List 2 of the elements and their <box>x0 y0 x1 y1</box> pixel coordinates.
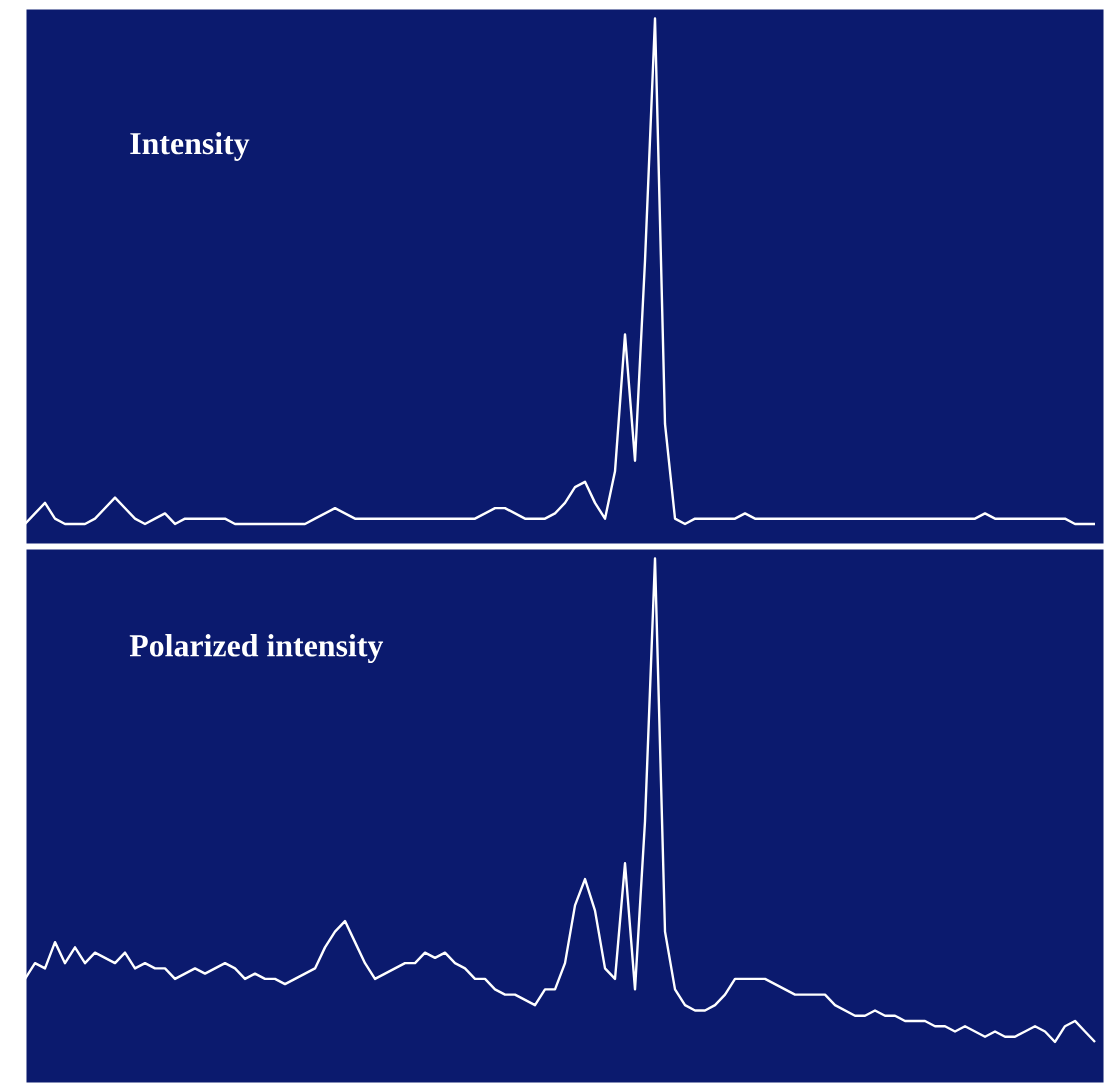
text: Polarized intensity <box>129 634 384 664</box>
text: Intensity <box>130 132 250 162</box>
